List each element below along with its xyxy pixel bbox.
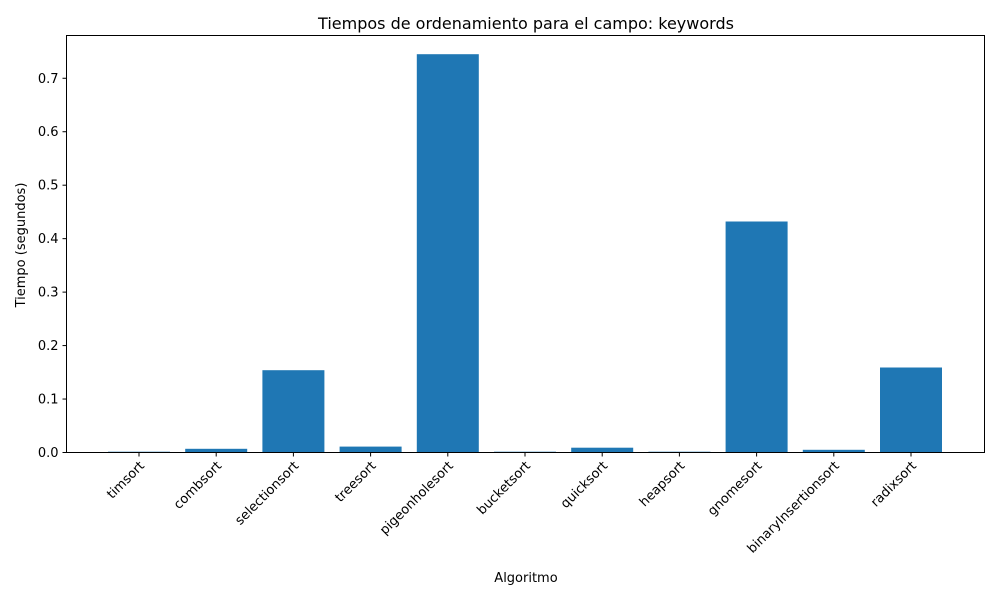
y-tick-label: 0.1 — [38, 393, 59, 408]
bar-pigeonholesort — [416, 54, 479, 453]
x-tick-label: combsort — [171, 459, 225, 513]
y-axis-title: Tiempo (segundos) — [14, 183, 29, 309]
y-tick-label: 0.2 — [38, 339, 59, 354]
chart-title: Tiempos de ordenamiento para el campo: k… — [317, 14, 734, 33]
x-tick-label: radixsort — [868, 459, 920, 511]
y-axis: 0.0 0.1 0.2 0.3 0.4 0.5 0.6 0.7 — [38, 72, 67, 461]
x-tick-label: treesort — [333, 459, 380, 506]
x-tick-label: bucketsort — [474, 459, 533, 518]
x-tick-label: pigeonholesort — [377, 459, 456, 538]
x-tick-label: heapsort — [637, 459, 688, 510]
bar-selectionsort — [262, 370, 325, 453]
x-axis: timsort combsort selectionsort treesortpige… — [104, 452, 920, 557]
y-tick-label: 0.4 — [38, 232, 59, 247]
x-tick-label: timsort — [104, 459, 148, 503]
bar-gnomesort — [725, 221, 788, 453]
y-tick-label: 0.5 — [38, 179, 59, 194]
x-tick-label: gnomesort — [705, 459, 765, 519]
x-axis-title: Algoritmo — [494, 571, 557, 586]
y-tick-label: 0.3 — [38, 286, 59, 301]
bar-combsort — [185, 448, 248, 453]
y-tick-label: 0.7 — [38, 72, 59, 87]
bar-radixsort — [880, 367, 942, 453]
y-tick-label: 0.0 — [38, 446, 59, 461]
x-tick-label: quicksort — [558, 459, 611, 512]
y-tick-label: 0.6 — [38, 125, 59, 140]
plot-frame — [66, 35, 985, 453]
bar-quicksort — [571, 447, 634, 453]
bar-binaryInsertionsort — [802, 449, 865, 453]
plot-area — [108, 54, 942, 453]
x-tick-label: selectionsort — [233, 459, 303, 529]
bar-treesort — [339, 446, 402, 453]
